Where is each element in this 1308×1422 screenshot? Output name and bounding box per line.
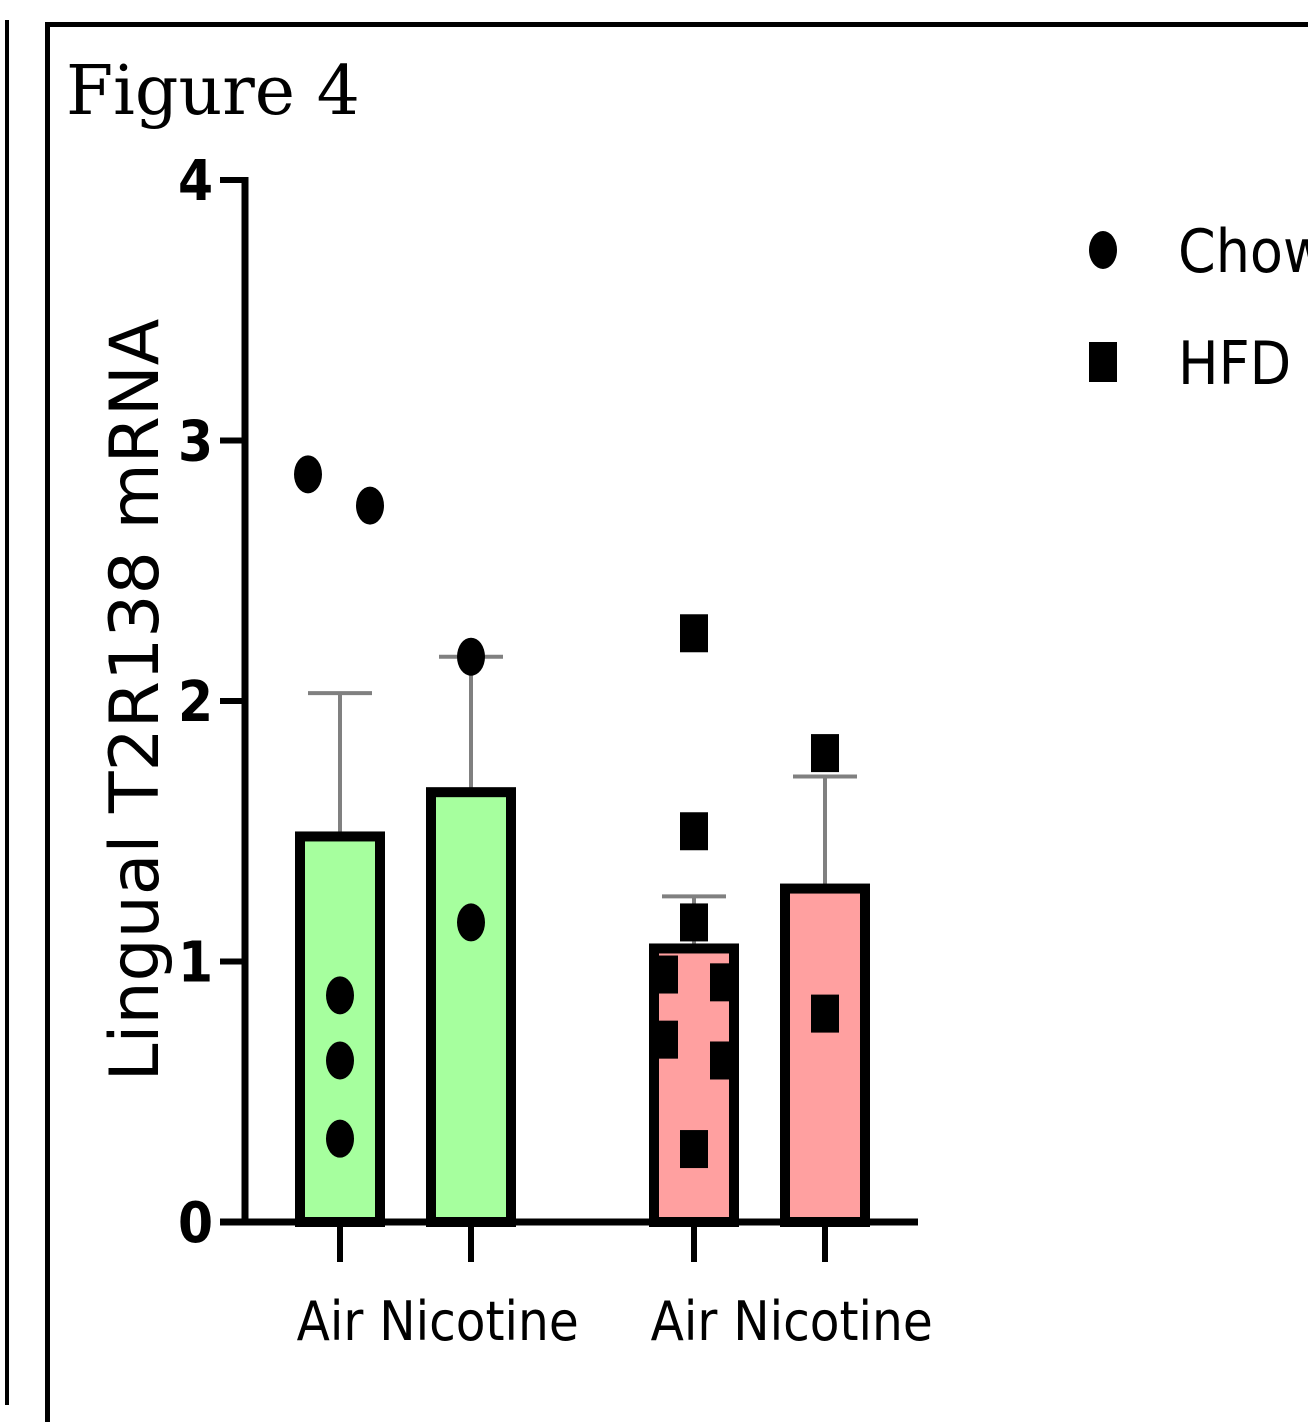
x-tick-label: Air [297, 1290, 364, 1353]
y-tick-label: 4 [178, 149, 213, 214]
data-point [294, 455, 322, 494]
data-point [326, 1041, 354, 1080]
bar [426, 787, 516, 1227]
data-point [326, 1119, 354, 1158]
data-point [680, 903, 708, 942]
legend-label: Chow [1178, 217, 1308, 287]
y-tick-label: 2 [178, 670, 213, 735]
data-point [710, 963, 738, 1002]
data-point [457, 903, 485, 942]
figure-panel-border [45, 22, 1308, 1422]
data-point [650, 955, 678, 994]
legend-label: HFD [1178, 329, 1291, 399]
left-frame-border [0, 20, 9, 1405]
data-point [680, 812, 708, 851]
y-tick-label: 3 [178, 410, 213, 475]
data-point [811, 734, 839, 773]
x-tick-label: Air [651, 1290, 718, 1353]
legend-marker [1089, 342, 1117, 382]
data-point [356, 486, 384, 525]
data-point [811, 994, 839, 1033]
data-point [710, 1041, 738, 1080]
figure-title: Figure 4 [66, 52, 360, 131]
y-tick-label: 0 [178, 1191, 213, 1256]
legend-marker [1089, 231, 1117, 269]
data-point [680, 614, 708, 653]
x-tick-label: Nicotine [733, 1290, 933, 1353]
data-point [650, 1020, 678, 1059]
data-point [326, 976, 354, 1015]
y-axis-label: Lingual T2R138 mRNA [96, 319, 175, 1082]
x-tick-label: Nicotine [379, 1290, 579, 1353]
data-point [680, 1130, 708, 1169]
bar [780, 883, 870, 1227]
bar [295, 831, 385, 1228]
y-tick-label: 1 [178, 931, 213, 996]
data-point [457, 637, 485, 676]
legend: Chow HFD [1089, 217, 1308, 399]
